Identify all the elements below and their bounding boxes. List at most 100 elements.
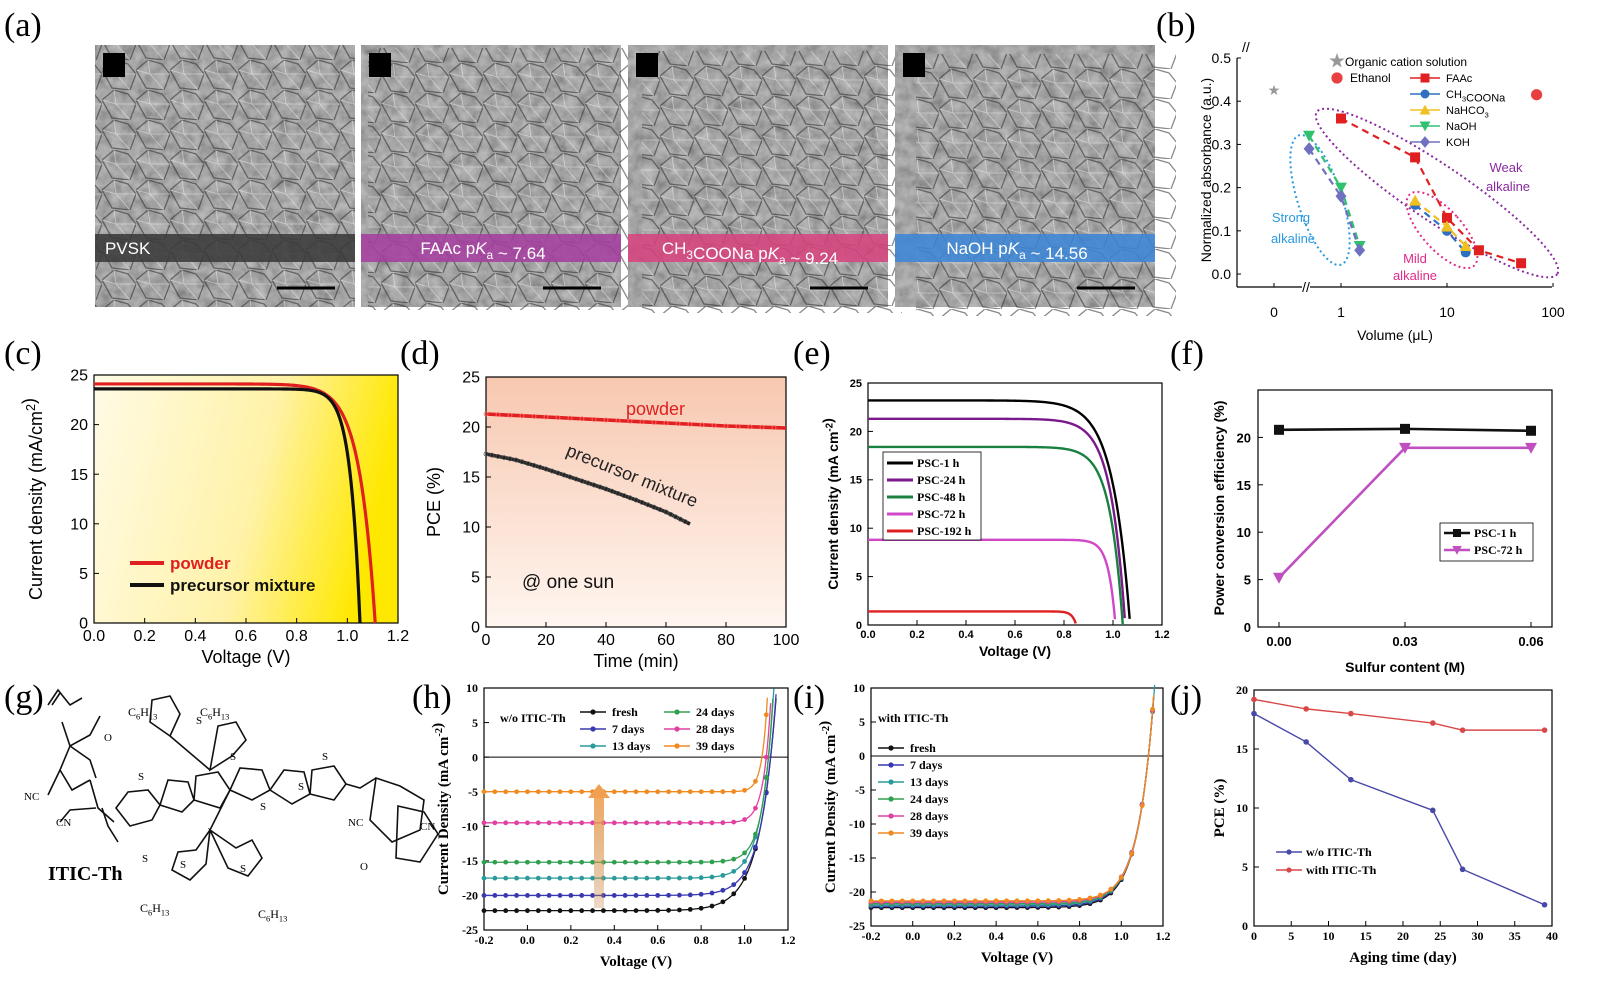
data-point xyxy=(481,908,487,914)
chemical-bond xyxy=(345,777,377,789)
chemical-bond xyxy=(208,721,247,772)
series-fresh xyxy=(481,698,777,914)
x-tick-label: 1.0 xyxy=(336,628,358,645)
data-point xyxy=(1526,425,1536,436)
data-point xyxy=(481,820,487,826)
x-tick-label: 0.00 xyxy=(1266,634,1291,649)
data-point xyxy=(1025,898,1030,904)
legend-label: 7 days xyxy=(910,758,943,772)
y-tick-label: 5 xyxy=(859,715,865,729)
y-tick-label: 15 xyxy=(462,470,480,487)
series-line xyxy=(484,688,775,879)
x-tick-label: 0.8 xyxy=(694,933,709,947)
data-point xyxy=(492,875,498,881)
data-point xyxy=(622,789,628,795)
series-7-days xyxy=(481,694,777,898)
data-point xyxy=(1045,898,1051,904)
caption-text: NaOH pKa ~ 14.56 xyxy=(946,239,1087,263)
x-axis-title: Voltage (V) xyxy=(981,950,1053,966)
data-point xyxy=(655,789,661,795)
data-point xyxy=(514,893,519,898)
data-point xyxy=(573,476,579,482)
chemical-bond xyxy=(89,779,115,823)
legend-label: PSC-1 h xyxy=(1474,526,1517,540)
y-axis-title: Power conversion efficiency (%) xyxy=(1211,401,1227,616)
legend-label: 28 days xyxy=(910,809,949,823)
caption-bar xyxy=(628,234,888,262)
data-point xyxy=(759,424,765,430)
chemical-bond xyxy=(114,789,161,827)
legend-marker xyxy=(1330,71,1344,85)
data-point xyxy=(1150,706,1155,712)
data-point xyxy=(611,859,617,865)
y-axis-title: PCE (%) xyxy=(1212,779,1228,838)
atom-label: S xyxy=(322,751,328,763)
y-tick-label: 10 xyxy=(462,520,480,537)
series-w-o-ITIC-Th xyxy=(1251,710,1548,908)
data-point xyxy=(611,893,617,898)
x-axis-title: Sulfur content (M) xyxy=(1345,659,1465,675)
data-point xyxy=(561,472,567,478)
x-tick-label: 0.2 xyxy=(947,929,962,943)
data-point xyxy=(590,908,595,914)
weak-alkaline-region xyxy=(1314,107,1560,279)
chemical-bond xyxy=(61,715,101,748)
legend-marker xyxy=(1420,73,1430,83)
data-point xyxy=(1335,189,1347,203)
annotation: alkaline xyxy=(1486,179,1530,194)
data-point xyxy=(489,452,495,458)
series-with-ITIC-Th xyxy=(1251,696,1548,733)
data-point xyxy=(675,421,681,427)
panel-label: (c) xyxy=(4,335,42,372)
data-point xyxy=(633,893,639,898)
panel-label: (i) xyxy=(793,679,825,716)
data-point xyxy=(1118,874,1124,880)
x-tick-label: 10 xyxy=(1439,304,1455,320)
y-tick-label: 5 xyxy=(1244,573,1251,588)
data-point xyxy=(568,859,574,865)
legend-marker xyxy=(590,709,596,715)
y-tick-label: 0.5 xyxy=(1212,50,1232,66)
x-tick-label: 0.2 xyxy=(134,628,156,645)
data-point xyxy=(657,507,663,513)
data-point xyxy=(709,903,715,909)
data-point xyxy=(579,478,585,484)
sem-grain-pattern xyxy=(642,51,902,313)
data-point xyxy=(1087,895,1093,901)
data-point xyxy=(1430,807,1436,814)
chemical-bond xyxy=(171,789,231,881)
legend-marker xyxy=(888,796,894,802)
y-tick-label: 10 xyxy=(1236,801,1248,815)
data-point xyxy=(622,893,628,898)
annotation: Weak xyxy=(1490,160,1523,175)
legend-label: PSC-1 h xyxy=(917,456,960,470)
data-point xyxy=(709,890,715,896)
y-tick-label: 15 xyxy=(70,467,88,484)
data-point xyxy=(579,908,585,914)
data-point xyxy=(633,820,639,826)
data-point xyxy=(709,874,715,880)
data-point xyxy=(747,424,753,430)
data-point xyxy=(651,419,657,425)
y-tick-label: -10 xyxy=(849,817,865,831)
data-point xyxy=(601,908,606,914)
data-point xyxy=(698,905,704,911)
series-28-days xyxy=(481,703,772,826)
data-point xyxy=(1004,898,1009,904)
trend-arrow-shaft xyxy=(594,796,604,908)
data-point xyxy=(514,859,519,865)
sem-marker-block xyxy=(903,53,925,77)
data-point xyxy=(663,420,669,426)
panel-d: (d) 0 20 40 60 80 100 0 5 10 15 20 25 Time (min) PCE (… xyxy=(400,335,799,671)
data-point xyxy=(763,775,769,781)
y-tick-label: 20 xyxy=(70,417,88,434)
data-point xyxy=(622,875,628,881)
data-point xyxy=(1459,866,1466,873)
data-point xyxy=(1335,182,1347,194)
chemical-bond xyxy=(228,767,272,801)
caption-text: PVSK xyxy=(105,239,151,258)
x-tick-label: 25 xyxy=(1434,929,1446,943)
data-point xyxy=(603,486,609,492)
legend-label: CH3COONa xyxy=(1446,89,1506,104)
